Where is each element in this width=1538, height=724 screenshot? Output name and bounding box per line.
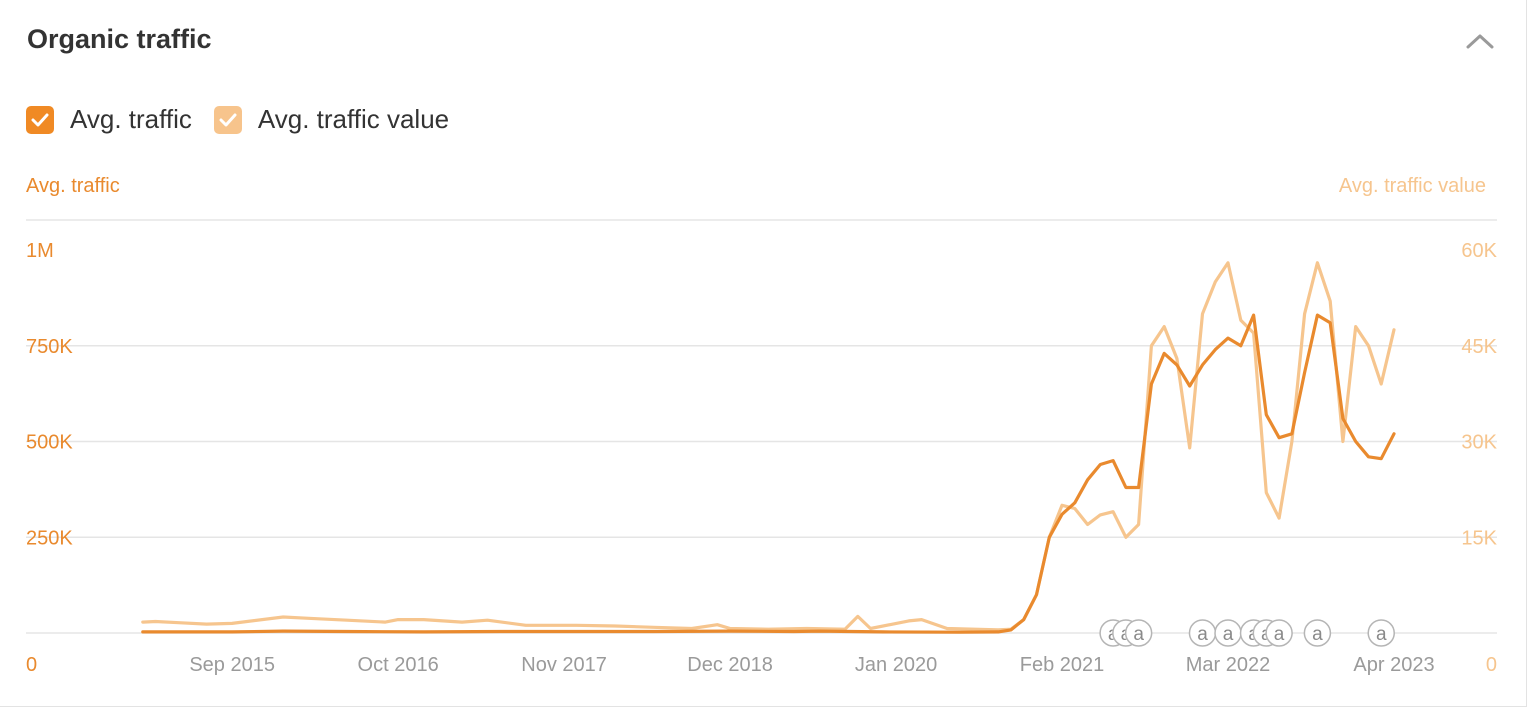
legend-item-avg-traffic[interactable]: Avg. traffic — [26, 104, 192, 135]
left-axis-tick-label: 250K — [26, 527, 73, 549]
right-axis-tick-label: 30K — [1461, 432, 1497, 454]
x-axis-tick-label: Oct 2016 — [358, 654, 439, 676]
series-line-avg-traffic-value — [141, 261, 1396, 632]
x-axis-tick-label: Feb 2021 — [1020, 654, 1105, 676]
right-axis-tick-label: 15K — [1461, 527, 1497, 549]
annotation-marker — [1303, 619, 1332, 647]
right-axis-title: Avg. traffic value — [1338, 175, 1486, 197]
annotation-marker-label: a — [1197, 624, 1208, 645]
checkmark-icon — [31, 113, 49, 126]
series-line-avg-traffic — [141, 313, 1396, 634]
organic-traffic-card: Organic traffic Avg. traffic Avg. traffi… — [0, 0, 1527, 707]
left-axis-title: Avg. traffic — [26, 175, 120, 197]
right-axis-tick-label: 60K — [1461, 240, 1497, 262]
annotation-marker-label: a — [1312, 624, 1323, 645]
legend-item-avg-traffic-value[interactable]: Avg. traffic value — [213, 104, 450, 135]
left-axis-tick-label: 1M — [26, 240, 54, 262]
right-axis-tick-label: 0 — [1486, 654, 1497, 676]
chevron-up-icon — [1466, 34, 1494, 49]
annotation-marker — [1367, 619, 1395, 647]
right-axis-tick-label: 45K — [1461, 336, 1497, 358]
left-axis-tick-label: 500K — [26, 432, 73, 454]
x-axis-tick-label: Jan 2020 — [855, 654, 937, 676]
collapse-button[interactable] — [1462, 26, 1498, 56]
x-axis-tick-label: Apr 2023 — [1353, 654, 1434, 676]
chart-legend: Avg. traffic Avg. traffic value — [26, 104, 471, 135]
x-axis-tick-label: Sep 2015 — [189, 654, 275, 676]
avg-traffic-checkbox[interactable] — [26, 105, 54, 134]
annotation-marker — [1265, 619, 1293, 647]
legend-label-avg-traffic: Avg. traffic — [70, 104, 192, 134]
left-axis-tick-label: 750K — [26, 336, 73, 358]
annotation-marker — [1124, 619, 1153, 647]
x-axis-tick-label: Mar 2022 — [1186, 654, 1271, 676]
annotation-marker-label: a — [1274, 624, 1285, 645]
legend-label-avg-traffic-value: Avg. traffic value — [257, 104, 450, 134]
annotation-marker-label: a — [1376, 624, 1387, 645]
left-axis-tick-label: 0 — [26, 654, 37, 676]
x-axis-tick-label: Dec 2018 — [687, 654, 773, 676]
annotation-marker-label: a — [1223, 624, 1234, 645]
checkmark-icon — [219, 113, 237, 126]
x-axis-tick-label: Nov 2017 — [521, 654, 607, 676]
card-title: Organic traffic — [27, 24, 212, 54]
annotation-marker-label: a — [1133, 624, 1144, 645]
traffic-chart: 0 0 250K 15K 500K 30K 750K 45K 1M 60K Sep 2015 Oct … — [26, 219, 1498, 676]
avg-traffic-value-checkbox[interactable] — [213, 105, 242, 134]
